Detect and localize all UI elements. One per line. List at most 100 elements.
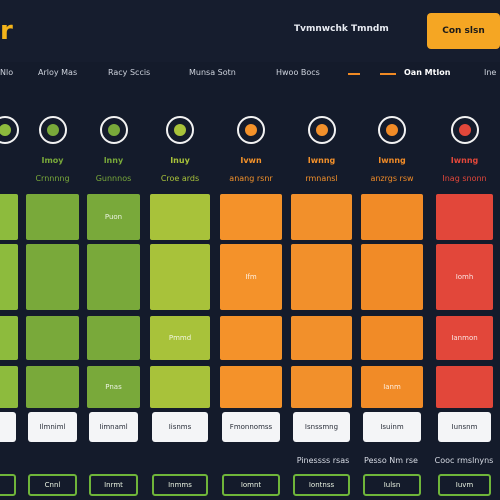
status-chip[interactable]: Iimnaml [89, 412, 138, 442]
tab-2[interactable]: Racy Sccis [108, 68, 151, 77]
letter-icon[interactable] [99, 116, 128, 144]
alert-icon[interactable] [450, 116, 479, 144]
icon-fill [245, 124, 257, 136]
footer-button[interactable]: Iomnt [222, 474, 280, 496]
column-category: Crnnnng [35, 174, 70, 183]
app-header: r Tvmnwchk Tmndm Con slsn [0, 0, 500, 62]
column-category: Inag snonn [442, 174, 487, 183]
leaf-icon[interactable] [166, 116, 194, 144]
tab-6[interactable]: Ine [484, 68, 497, 77]
column-header: Imoy Crnnnng [26, 116, 79, 190]
grid-cell[interactable] [291, 316, 352, 360]
grid-cell[interactable] [87, 244, 140, 310]
tab-4[interactable]: Hwoo Bocs [276, 68, 320, 77]
column-header: Iwnng rmnansl [291, 116, 352, 190]
grid-cell[interactable]: Ifm [220, 244, 282, 310]
status-chip[interactable]: Ilmniml [28, 412, 77, 442]
grid-cell[interactable]: Iomh [436, 244, 493, 310]
tab-bar: Nlo Arloy Mas Racy Sccis Munsa Sotn Hwoo… [0, 62, 500, 86]
circle-icon[interactable] [38, 116, 67, 144]
icon-fill [0, 124, 11, 136]
column-level: Iwnng [307, 156, 336, 165]
column-level: Ivwn [240, 156, 262, 165]
header-cta-button[interactable]: Con slsn [427, 13, 500, 49]
icon-fill [46, 124, 59, 136]
footer-button[interactable]: Cnnl [28, 474, 77, 496]
grid-cell[interactable]: Pmmd [150, 316, 210, 360]
column-header: lnny Gunnnos [87, 116, 140, 190]
grid-cell[interactable]: Ianm [361, 366, 423, 408]
footer-button[interactable] [0, 474, 16, 496]
grid-cell[interactable] [220, 366, 282, 408]
grid-cell[interactable] [291, 366, 352, 408]
grid-cell[interactable] [0, 366, 18, 408]
footer-label: Pesso Nm rse [364, 456, 418, 465]
grid-cell[interactable] [150, 244, 210, 310]
status-chip[interactable]: Iunsnm [438, 412, 491, 442]
grid-cell[interactable] [26, 194, 79, 240]
column-level: Inuy [170, 156, 190, 165]
column-level: Iwnng [450, 156, 479, 165]
circle-icon[interactable] [0, 116, 19, 144]
swirl-icon[interactable] [307, 116, 336, 144]
footer-button[interactable]: Iulsn [363, 474, 421, 496]
grid-cell[interactable] [361, 316, 423, 360]
tab-3[interactable]: Munsa Sotn [189, 68, 236, 77]
grid-cell[interactable] [436, 366, 493, 408]
footer-label: Pinessss rsas [296, 456, 350, 465]
footer-button[interactable]: Inmms [152, 474, 208, 496]
grid-cell[interactable] [220, 316, 282, 360]
status-chip[interactable] [0, 412, 16, 442]
grid-cell[interactable] [220, 194, 282, 240]
app-logo: r [0, 16, 13, 46]
tab-divider [380, 73, 396, 75]
icon-fill [315, 124, 328, 136]
footer-button[interactable]: Iuvm [438, 474, 491, 496]
grid-cell[interactable] [87, 316, 140, 360]
column-level: Imoy [41, 156, 64, 165]
column-category: anzrgs rsw [370, 174, 414, 183]
grid-cell[interactable] [26, 366, 79, 408]
icon-fill [107, 124, 120, 136]
tab-1[interactable]: Arloy Mas [38, 68, 78, 77]
grid-cell[interactable] [291, 194, 352, 240]
status-chip[interactable]: Iisnms [152, 412, 208, 442]
grid-cell[interactable]: Pnas [87, 366, 140, 408]
icon-fill [174, 124, 186, 136]
status-chip[interactable]: Isuinm [363, 412, 421, 442]
grid-cell[interactable] [150, 366, 210, 408]
column-category: Croe ards [160, 174, 200, 183]
grid-cell[interactable] [291, 244, 352, 310]
grid-cell[interactable] [150, 194, 210, 240]
tab-0[interactable]: Nlo [0, 68, 14, 77]
column-header [0, 116, 19, 190]
footer-button[interactable]: Iontnss [293, 474, 350, 496]
column-header: Iwnng anzrgs rsw [361, 116, 423, 190]
sun-icon[interactable] [378, 116, 406, 144]
column-header: Ivwn anang rsnr [220, 116, 282, 190]
grid-cell[interactable] [0, 244, 18, 310]
status-chip[interactable]: Isnssmng [293, 412, 350, 442]
grid-cell[interactable]: Puon [87, 194, 140, 240]
column-category: rmnansl [305, 174, 338, 183]
status-chip[interactable]: Fmonnomss [222, 412, 280, 442]
grid-cell[interactable] [361, 194, 423, 240]
column-header: Inuy Croe ards [150, 116, 210, 190]
grid-cell[interactable] [26, 244, 79, 310]
grid-cell[interactable] [26, 316, 79, 360]
footer-button[interactable]: Inrmt [89, 474, 138, 496]
grid-cell[interactable]: Ianmon [436, 316, 493, 360]
column-level: lnny [103, 156, 124, 165]
header-link[interactable]: Tvmnwchk Tmndm [294, 24, 389, 34]
grid-cell[interactable] [0, 316, 18, 360]
footer-label: Cooc rmslnyns [434, 456, 494, 465]
column-header: Iwnng Inag snonn [436, 116, 493, 190]
grid-cell[interactable] [436, 194, 493, 240]
tab-5[interactable]: Oan Mtlon [404, 68, 451, 77]
sun-icon[interactable] [237, 116, 265, 144]
grid-cell[interactable] [361, 244, 423, 310]
grid-cell[interactable] [0, 194, 18, 240]
tab-divider [348, 73, 360, 75]
column-level: Iwnng [378, 156, 406, 165]
icon-fill [386, 124, 398, 136]
